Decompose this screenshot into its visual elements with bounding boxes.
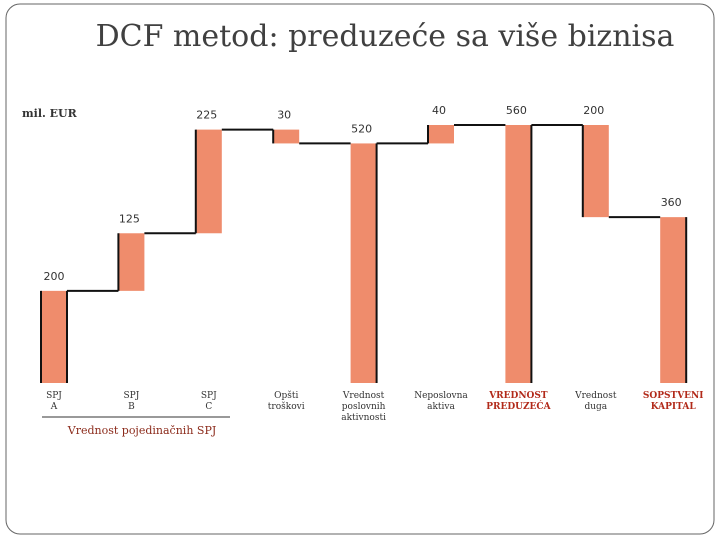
x-tick-label: SOPSTVENI KAPITAL	[643, 391, 704, 412]
chart-title: DCF metod: preduzeće sa više biznisa	[96, 19, 675, 54]
x-tick-label-line: aktiva	[427, 402, 455, 412]
x-tick-label-line: SPJ	[201, 391, 217, 401]
x-tick-label-line: SPJ	[123, 391, 139, 401]
bar	[41, 290, 67, 383]
data-label: 30	[277, 109, 291, 122]
x-tick-label: SPJ A	[46, 391, 62, 412]
data-label: 560	[506, 104, 527, 117]
data-label: 225	[196, 109, 217, 122]
data-label: 125	[119, 212, 140, 225]
bar	[428, 125, 454, 144]
bar	[118, 233, 145, 291]
bar	[350, 143, 377, 383]
x-tick-label-line: Vrednost	[574, 391, 617, 401]
x-tick-label: Vrednost poslovnih aktivnosti	[341, 391, 386, 423]
x-tick-label-line: B	[128, 402, 135, 412]
x-tick-label-line: C	[205, 402, 212, 412]
x-tick-label-line: PREDUZEĆA	[486, 400, 551, 412]
x-tick-label-line: SOPSTVENI	[643, 391, 704, 401]
x-tick-label-line: aktivnosti	[341, 413, 386, 423]
x-tick-label-line: VREDNOST	[488, 391, 548, 401]
data-label: 40	[432, 104, 446, 117]
x-tick-label-line: Neposlovna	[414, 391, 468, 401]
data-label: 200	[44, 270, 65, 283]
x-tick-label-line: troškovi	[268, 401, 305, 412]
x-tick-label: Opšti troškovi	[268, 390, 305, 412]
x-tick-label-line: KAPITAL	[651, 402, 697, 412]
x-tick-label-line: SPJ	[46, 391, 62, 401]
x-tick-label-line: A	[50, 402, 58, 412]
x-tick-label-line: Vrednost	[342, 391, 385, 401]
data-label: 520	[351, 122, 372, 135]
data-label: 360	[661, 196, 682, 209]
x-tick-label-line: poslovnih	[342, 402, 386, 412]
bar	[660, 217, 687, 383]
unit-label: mil. EUR	[22, 107, 78, 120]
bar	[195, 129, 222, 234]
data-label: 200	[583, 104, 604, 117]
group-label: Vrednost pojedinačnih SPJ	[67, 424, 217, 437]
x-tick-label: Neposlovna aktiva	[414, 391, 468, 412]
x-tick-label: SPJ B	[123, 391, 139, 412]
bar	[273, 129, 300, 144]
x-tick-label: VREDNOST PREDUZEĆA	[486, 391, 551, 412]
x-tick-label-line: duga	[584, 402, 607, 412]
x-tick-label: Vrednost duga	[574, 391, 617, 412]
x-tick-label: SPJ C	[201, 391, 217, 412]
bar	[505, 125, 532, 383]
bar	[582, 125, 609, 218]
x-tick-label-line: Opšti	[274, 390, 298, 401]
